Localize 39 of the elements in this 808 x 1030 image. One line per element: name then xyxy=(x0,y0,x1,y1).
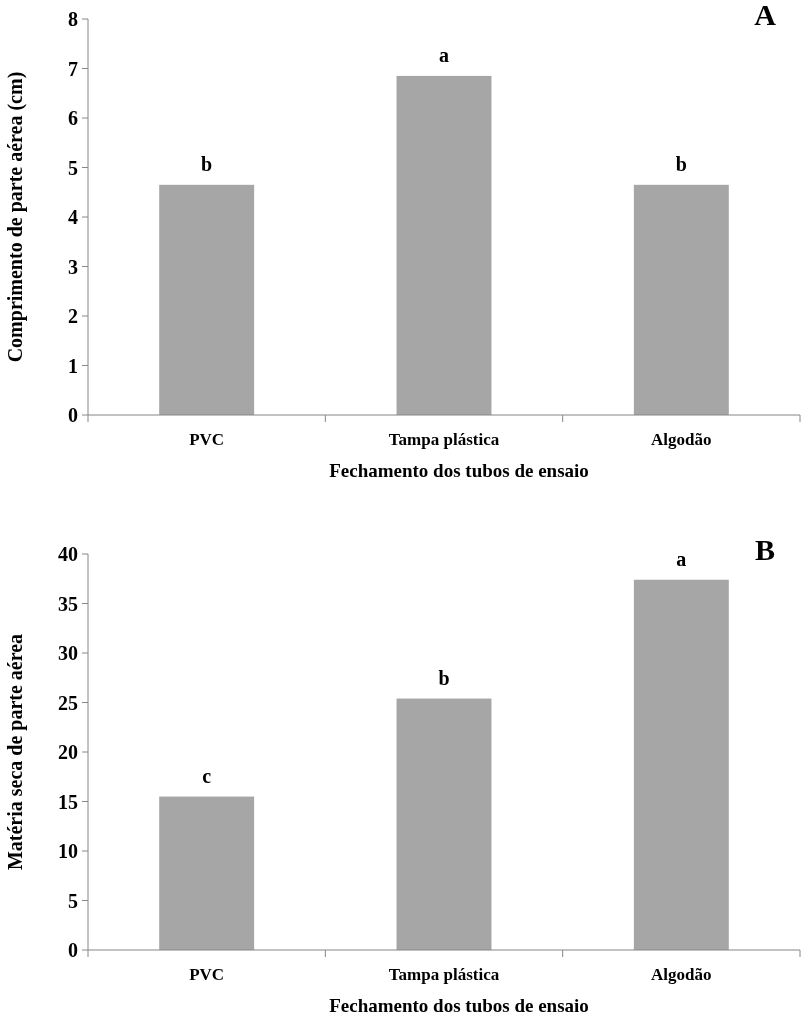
y-tick-label: 3 xyxy=(68,255,78,278)
y-tick-label: 25 xyxy=(58,691,78,714)
y-tick-label: 2 xyxy=(68,305,78,327)
y-tick-label: 6 xyxy=(68,107,78,129)
y-axis-title: Comprimento de parte aérea (cm) xyxy=(4,71,27,363)
x-tick-label: PVC xyxy=(189,430,225,449)
x-tick-label: Algodão xyxy=(651,430,712,449)
y-tick-label: 5 xyxy=(68,156,78,179)
y-tick-label: 8 xyxy=(68,8,78,30)
annotation: b xyxy=(438,666,450,689)
y-tick-label: 0 xyxy=(68,404,78,426)
y-tick-label: 40 xyxy=(58,543,78,565)
x-tick-label: Algodão xyxy=(651,965,712,984)
bar xyxy=(159,796,255,950)
annotation: c xyxy=(202,764,212,787)
annotation: a xyxy=(676,547,687,570)
annotation: a xyxy=(439,43,449,66)
y-tick-label: 20 xyxy=(58,741,78,763)
y-tick-label: 35 xyxy=(58,592,78,615)
bar xyxy=(396,698,492,950)
x-tick-label: Tampa plástica xyxy=(388,430,500,449)
annotation: b xyxy=(675,152,687,175)
chart-title: A xyxy=(754,0,777,31)
y-tick-label: 7 xyxy=(68,57,78,80)
annotation: b xyxy=(201,152,213,175)
y-tick-label: 0 xyxy=(68,939,78,961)
y-tick-label: 15 xyxy=(58,790,78,813)
x-axis-title: Fechamento dos tubos de ensaio xyxy=(329,460,589,481)
y-tick-label: 10 xyxy=(58,840,78,862)
chart-title: B xyxy=(754,533,776,566)
x-tick-label: Tampa plástica xyxy=(388,965,500,984)
y-tick-label: 30 xyxy=(58,642,78,664)
x-axis-title: Fechamento dos tubos de ensaio xyxy=(329,995,589,1016)
y-axis-title: Matéria seca de parte aérea xyxy=(4,633,27,871)
bar xyxy=(633,579,729,950)
y-tick-label: 4 xyxy=(68,206,78,228)
x-tick-label: PVC xyxy=(189,965,225,984)
y-tick-label: 1 xyxy=(68,354,78,377)
y-tick-label: 5 xyxy=(68,889,78,912)
